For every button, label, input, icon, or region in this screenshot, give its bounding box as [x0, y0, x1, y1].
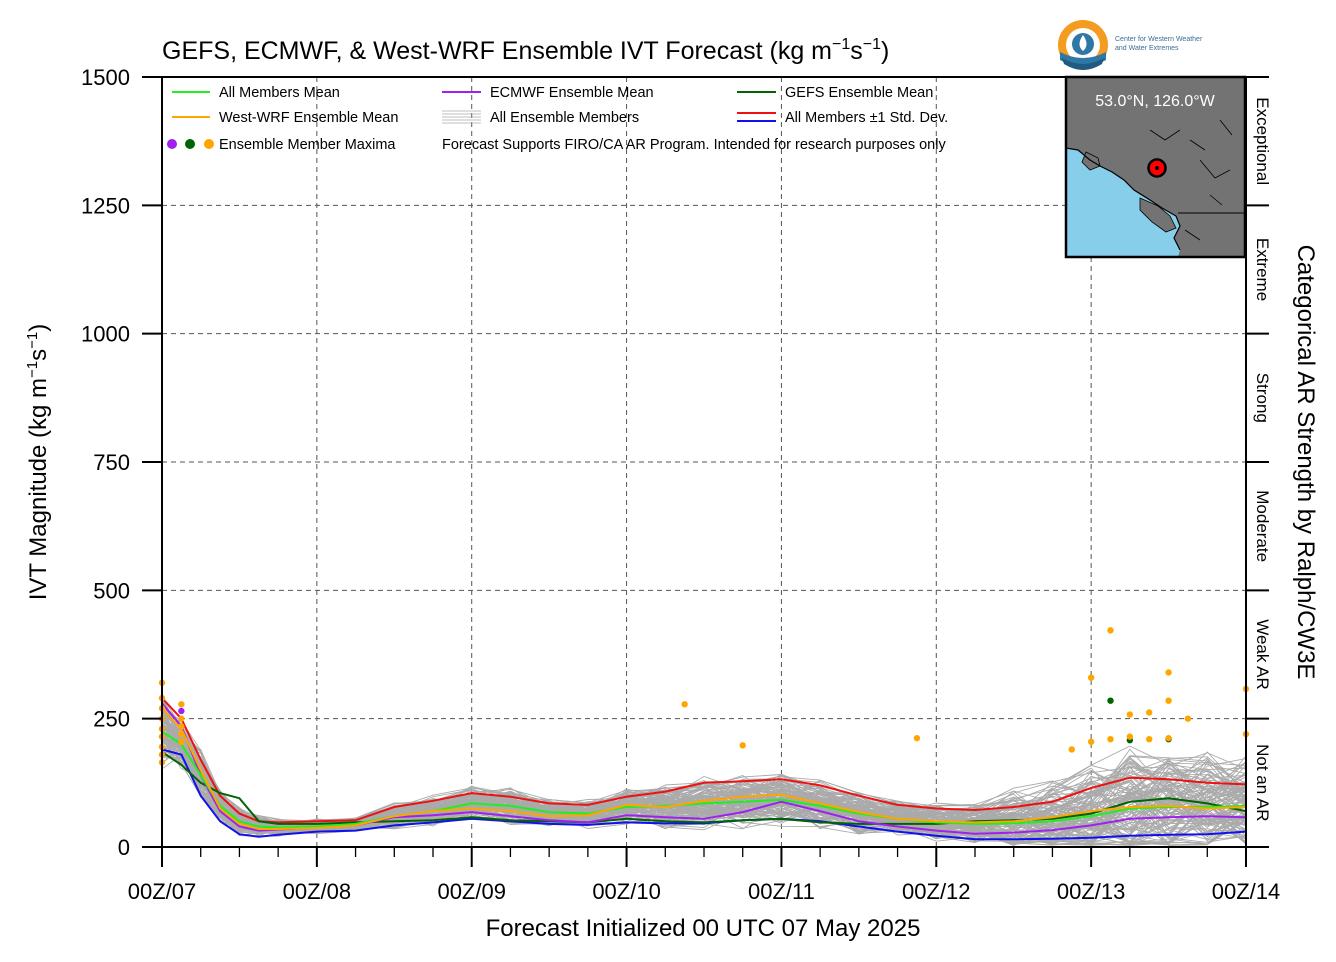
ar-category-scale: Not an AR Weak AR Moderate Strong Extreme Exc…: [1246, 76, 1272, 848]
member-maximum-point: [1165, 669, 1172, 676]
inset-location-label: 53.0°N, 126.0°W: [1095, 93, 1215, 110]
series-line-all-members-1-std-dev-: [162, 748, 1246, 841]
logo-text-line1: Center for Western Weather: [1115, 36, 1203, 43]
right-axis-label: Categorical AR Strength by Ralph/CW3E: [1292, 245, 1319, 680]
member-maximum-point: [913, 734, 921, 742]
y-axis-label: IVT Magnitude (kg m−1s−1): [24, 324, 52, 601]
legend-label-westwrf: West-WRF Ensemble Mean: [219, 110, 398, 126]
ocean-area: [1066, 148, 1180, 257]
logo-text-line2: and Water Extremes: [1115, 45, 1179, 52]
x-tick-label: 00Z/09: [437, 879, 506, 904]
y-tick-label: 500: [93, 578, 130, 603]
legend-label-gefs: GEFS Ensemble Mean: [785, 85, 933, 101]
y-tick-label: 750: [93, 450, 130, 475]
chart-title: GEFS, ECMWF, & West-WRF Ensemble IVT For…: [162, 36, 889, 65]
legend-label-all-mean: All Members Mean: [219, 85, 340, 101]
member-maximum-point: [1107, 736, 1114, 743]
water-drop-icon: [1079, 35, 1087, 51]
x-tick-label: 00Z/11: [748, 879, 815, 904]
member-maximum-point: [1146, 736, 1153, 743]
y-tick-label: 1000: [81, 322, 130, 347]
member-maximum-point: [739, 742, 746, 749]
legend-label-std: All Members ±1 Std. Dev.: [785, 110, 948, 126]
category-label: Weak AR: [1253, 619, 1272, 690]
member-maxima-points: [158, 627, 1250, 766]
member-maximum-point: [1087, 674, 1095, 681]
legend-note: Forecast Supports FIRO/CA AR Program. In…: [442, 137, 946, 153]
grid-lines: [162, 77, 1246, 847]
cw3e-logo: Center for Western Weather and Water Ext…: [1058, 20, 1203, 70]
ensemble-member-line: [162, 727, 1246, 829]
inset-location-map: 53.0°N, 126.0°W: [1064, 75, 1247, 259]
category-label: Not an AR: [1253, 744, 1272, 822]
y-tick-label: 1500: [81, 65, 130, 90]
ensemble-mean-lines: [162, 697, 1246, 841]
y-axis-ticks: 0 250 500 750 1000 1250 1500: [81, 65, 162, 860]
member-maximum-point: [178, 701, 185, 708]
legend-label-maxima: Ensemble Member Maxima: [219, 137, 396, 153]
series-line-ecmwf-ensemble-mean: [162, 702, 1246, 835]
member-maximum-point: [178, 730, 185, 738]
coastline: [1065, 147, 1181, 251]
x-tick-label: 00Z/07: [128, 879, 197, 904]
member-maximum-point: [1126, 733, 1134, 740]
legend-dot-gefs: [185, 139, 195, 149]
x-tick-label: 00Z/12: [902, 879, 971, 904]
member-maximum-point: [1126, 711, 1134, 718]
y-tick-label: 1250: [81, 193, 130, 218]
y-tick-label: 250: [93, 707, 130, 732]
x-tick-label: 00Z/13: [1057, 879, 1126, 904]
y-tick-label: 0: [118, 835, 130, 860]
legend-label-ecmwf: ECMWF Ensemble Mean: [490, 85, 654, 101]
member-maximum-point: [178, 715, 185, 722]
category-label: Moderate: [1253, 490, 1272, 562]
member-maximum-point: [178, 738, 185, 745]
legend-dot-westwrf: [204, 139, 214, 149]
legend-dot-ecmwf: [167, 139, 177, 149]
legend: All Members Mean ECMWF Ensemble Mean GEF…: [167, 85, 948, 153]
x-axis-label: Forecast Initialized 00 UTC 07 May 2025: [486, 915, 921, 942]
category-label: Strong: [1253, 373, 1272, 423]
member-maximum-point: [1107, 627, 1114, 634]
ensemble-member-line: [162, 710, 1246, 832]
member-maximum-point: [1068, 746, 1075, 753]
x-tick-label: 00Z/14: [1212, 879, 1281, 904]
x-tick-label: 00Z/10: [592, 879, 661, 904]
series-line-west-wrf-ensemble-mean: [162, 707, 1246, 830]
x-tick-label: 00Z/08: [283, 879, 352, 904]
x-axis-ticks: 00Z/07 00Z/08 00Z/09 00Z/10 00Z/11 00Z/12 00Z/…: [128, 847, 1281, 904]
category-label: Exceptional: [1253, 97, 1272, 185]
member-maximum-point: [1107, 697, 1114, 704]
member-maximum-point: [1184, 715, 1192, 722]
member-maximum-point: [1087, 738, 1095, 745]
legend-label-members: All Ensemble Members: [490, 110, 639, 126]
island-shape: [1139, 197, 1177, 233]
ensemble-member-line: [162, 717, 1246, 825]
member-maximum-point: [178, 707, 185, 715]
member-maximum-point: [1165, 697, 1172, 704]
lakes-rivers: [1149, 119, 1233, 241]
legend-swatch-members: [442, 110, 481, 124]
member-maximum-point: [1165, 734, 1172, 742]
member-maximum-point: [681, 701, 688, 708]
member-maximum-point: [178, 723, 185, 730]
category-label: Extreme: [1253, 238, 1272, 301]
member-maximum-point: [1146, 709, 1153, 716]
series-line-gefs-ensemble-mean: [162, 751, 1246, 825]
